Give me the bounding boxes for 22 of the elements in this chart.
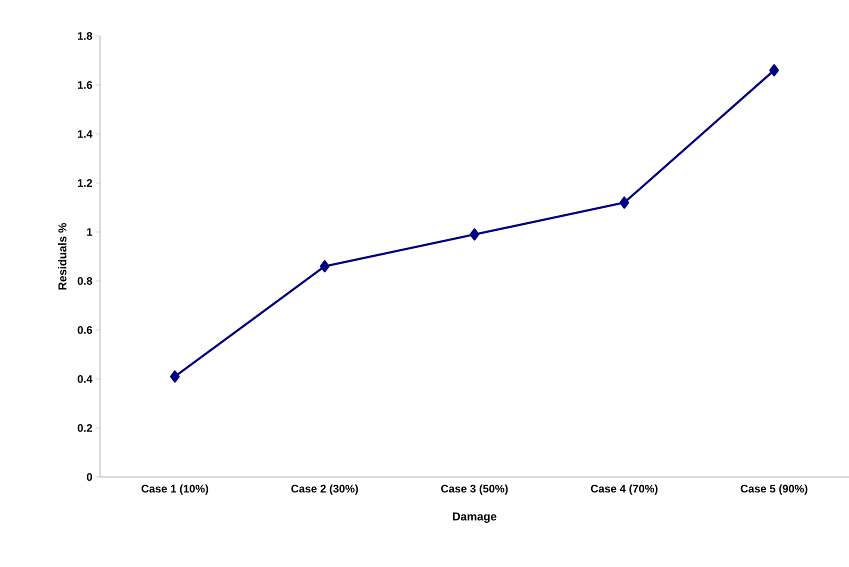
x-tick-label: Case 2 (30%) [291,484,358,495]
x-tick-label: Case 5 (90%) [740,484,808,495]
y-tick-label: 1.8 [78,32,92,40]
point [320,260,330,272]
y-tick-label: 1.4 [78,130,92,138]
point [769,64,779,76]
x-tick-label: Case 1 (10%) [142,484,208,495]
x-tick-label: Case 4 (70%) [590,484,658,495]
x-tick-label: Case 3 (50%) [441,484,508,495]
y-tick-label: 1.6 [78,81,92,89]
point [619,196,630,209]
y-tick-label: 0 [86,473,92,481]
point [470,228,480,241]
y-axis-title: Residuals % [58,223,66,290]
point [170,370,180,383]
x-axis-title: Damage [452,512,496,523]
y-tick-label: 0.6 [78,326,92,334]
y-tick-label: 1.2 [78,179,92,187]
y-tick-label: 1 [87,228,92,236]
y-tick-label: 0.8 [78,277,92,285]
y-tick-label: 0.2 [78,424,92,432]
y-tick-label: 0.4 [78,375,92,383]
